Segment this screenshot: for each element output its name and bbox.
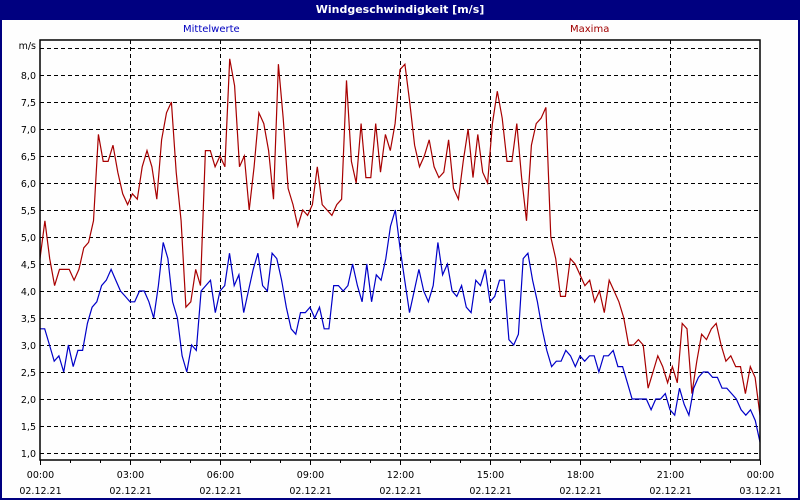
y-tick-label: 5,5 [21,206,36,217]
x-tick-date: 02.12.21 [559,486,601,497]
y-tick-label: 2,5 [21,368,36,379]
x-tick-date: 02.12.21 [199,486,241,497]
x-tick-time: 00:00 [27,470,54,481]
x-tick-date: 02.12.21 [289,486,331,497]
x-tick-date: 02.12.21 [469,486,511,497]
y-tick-label: 5,0 [21,233,36,244]
y-axis: 1,0 1,5 2,0 2,5 3,0 3,5 4,0 4,5 5,0 5,5 6,0 6,5 7,0 7… [19,41,36,460]
x-tick-time: 18:00 [567,470,594,481]
legend-mittelwerte: Mittelwerte [183,24,240,35]
maxima-series-line [39,58,761,416]
x-tick-date: 02.12.21 [109,486,151,497]
x-tick-time: 03:00 [117,470,144,481]
x-tick-time: 15:00 [477,470,504,481]
y-tick-label: 7,5 [21,98,36,109]
x-axis: 00:00 02.12.21 03:00 02.12.21 06:00 02.12.21 0… [19,460,782,497]
x-tick-date: 03.12.21 [739,486,781,497]
y-tick-label: 3,5 [21,314,36,325]
y-tick-label: 6,5 [21,152,36,163]
x-tick-time: 00:00 [747,470,774,481]
legend-maxima: Maxima [570,24,610,35]
x-tick-date: 02.12.21 [649,486,691,497]
y-tick-label: 4,5 [21,260,36,271]
x-tick-date: 02.12.21 [19,486,61,497]
x-tick-time: 09:00 [297,470,324,481]
y-axis-unit: m/s [19,41,36,52]
x-tick-time: 12:00 [387,470,414,481]
y-tick-label: 7,0 [21,125,36,136]
window-title: Windgeschwindigkeit [m/s] [315,3,485,16]
y-tick-label: 8,0 [21,71,36,82]
y-tick-label: 1,5 [21,422,36,433]
y-tick-label: 1,0 [21,449,36,460]
x-tick-time: 06:00 [207,470,234,481]
y-tick-label: 3,0 [21,341,36,352]
x-tick-time: 21:00 [657,470,684,481]
plot-frame [39,39,761,461]
y-tick-label: 4,0 [21,287,36,298]
x-tick-date: 02.12.21 [379,486,421,497]
mittelwerte-series-line [40,209,761,443]
y-tick-label: 2,0 [21,395,36,406]
y-tick-label: 6,0 [21,179,36,190]
